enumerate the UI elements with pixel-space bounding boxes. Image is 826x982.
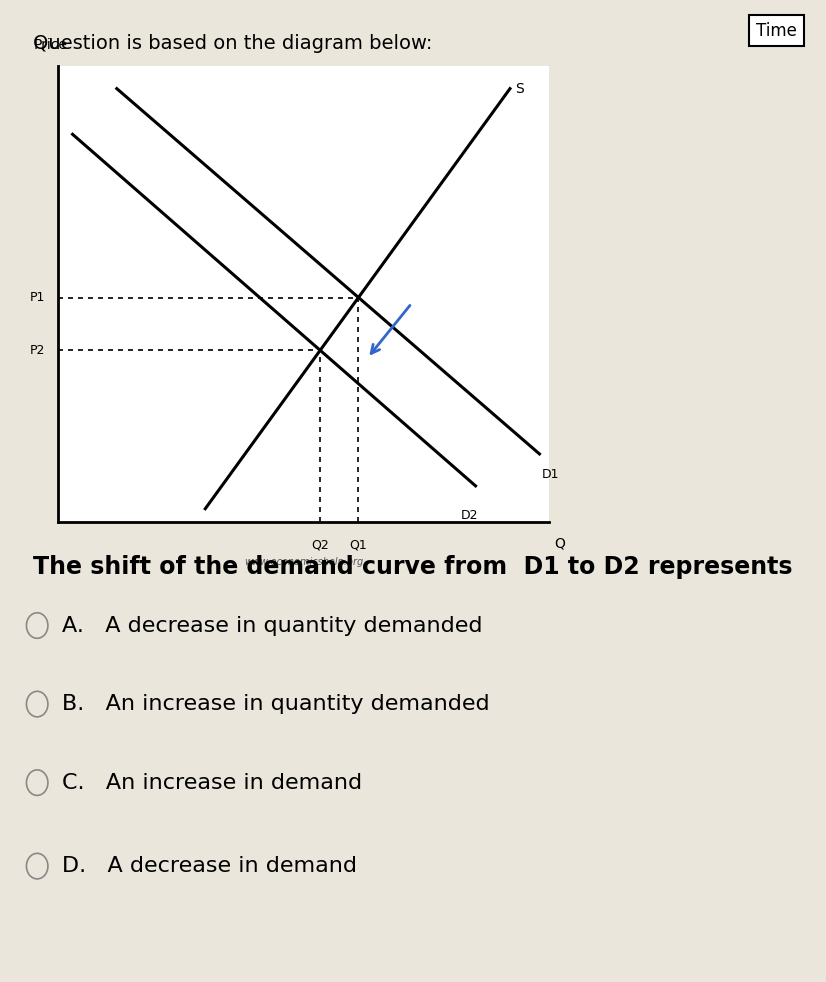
Text: Time: Time: [756, 22, 797, 39]
Text: D2: D2: [461, 509, 478, 521]
Text: Q2: Q2: [311, 538, 329, 552]
Text: S: S: [515, 82, 524, 95]
Text: A.   A decrease in quantity demanded: A. A decrease in quantity demanded: [62, 616, 482, 635]
Text: Question is based on the diagram below:: Question is based on the diagram below:: [33, 34, 433, 53]
Text: B.   An increase in quantity demanded: B. An increase in quantity demanded: [62, 694, 490, 714]
Text: Q: Q: [554, 536, 565, 550]
Text: C.   An increase in demand: C. An increase in demand: [62, 773, 362, 792]
Text: The shift of the demand curve from  D1 to D2 represents: The shift of the demand curve from D1 to…: [33, 555, 792, 578]
Text: D.   A decrease in demand: D. A decrease in demand: [62, 856, 357, 876]
Text: P1: P1: [31, 291, 45, 304]
Text: P2: P2: [31, 344, 45, 356]
Text: www.economicshelp.org: www.economicshelp.org: [244, 557, 363, 567]
Text: Q1: Q1: [349, 538, 368, 552]
Text: D1: D1: [542, 467, 559, 480]
Text: Price: Price: [33, 38, 67, 52]
